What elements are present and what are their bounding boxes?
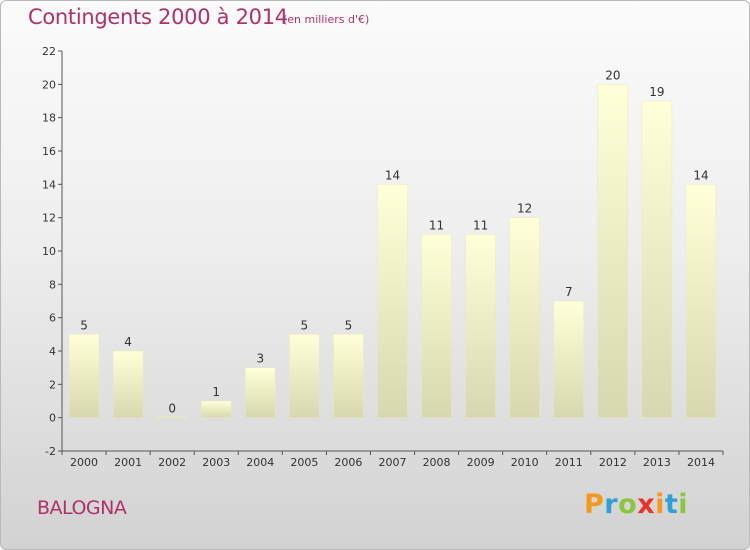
chart-title: Contingents 2000 à 2014 bbox=[28, 5, 288, 29]
value-label-2009: 11 bbox=[473, 218, 488, 232]
value-label-2012: 20 bbox=[605, 68, 620, 82]
x-tick-label: 2013 bbox=[643, 456, 671, 469]
x-tick-label: 2005 bbox=[290, 456, 318, 469]
x-tick-label: 2003 bbox=[202, 456, 230, 469]
bar-2004 bbox=[245, 367, 276, 418]
logo-letter: P bbox=[584, 489, 605, 520]
bar-2000 bbox=[68, 334, 100, 418]
bar-2011 bbox=[553, 300, 585, 418]
x-tick-label: 2007 bbox=[379, 456, 407, 469]
y-tick-label: -2 bbox=[45, 445, 56, 458]
value-label-2007: 14 bbox=[385, 168, 400, 182]
y-tick-label: 22 bbox=[42, 45, 56, 58]
bar-2010 bbox=[509, 217, 540, 418]
proxiti-logo: Proxiti bbox=[584, 489, 688, 520]
y-tick-label: 20 bbox=[42, 78, 56, 91]
chart-bars bbox=[68, 84, 717, 418]
bar-2012 bbox=[597, 84, 629, 418]
bar-2014 bbox=[685, 184, 717, 418]
y-tick-label: 16 bbox=[42, 145, 56, 158]
y-tick-label: 4 bbox=[49, 345, 56, 358]
y-tick-label: 14 bbox=[42, 178, 56, 191]
value-label-2014: 14 bbox=[693, 168, 708, 182]
bar-2006 bbox=[333, 334, 364, 418]
logo-letter: i bbox=[678, 489, 689, 520]
x-tick-label: 2001 bbox=[114, 456, 142, 469]
commune-name: BALOGNA bbox=[37, 497, 127, 519]
x-tick-label: 2002 bbox=[158, 456, 186, 469]
logo-letter: t bbox=[664, 489, 679, 520]
y-tick-label: 8 bbox=[49, 278, 56, 291]
x-tick-label: 2009 bbox=[467, 456, 495, 469]
logo-letter: x bbox=[637, 489, 656, 520]
y-tick-label: 2 bbox=[49, 378, 56, 391]
x-tick-label: 2000 bbox=[70, 456, 98, 469]
logo-letter: o bbox=[618, 489, 638, 520]
value-label-2003: 1 bbox=[212, 385, 220, 399]
x-tick-label: 2008 bbox=[423, 456, 451, 469]
x-tick-label: 2012 bbox=[599, 456, 627, 469]
value-label-2011: 7 bbox=[565, 285, 573, 299]
value-label-2013: 19 bbox=[649, 85, 664, 99]
x-tick-label: 2011 bbox=[555, 456, 583, 469]
bar-2007 bbox=[377, 184, 408, 418]
chart-value-labels: 5 4 0 1 3 5 5 14 11 11 12 7 20 19 14 bbox=[80, 68, 708, 415]
bar-2009 bbox=[465, 234, 496, 418]
bar-2008 bbox=[421, 234, 452, 418]
bar-2002 bbox=[156, 416, 188, 418]
y-tick-label: 10 bbox=[42, 245, 56, 258]
value-label-2004: 3 bbox=[256, 352, 264, 366]
logo-letter: i bbox=[655, 489, 665, 520]
y-tick-label: 12 bbox=[42, 212, 56, 225]
value-label-2001: 4 bbox=[124, 335, 132, 349]
y-tick-label: 6 bbox=[49, 312, 56, 325]
value-label-2002: 0 bbox=[168, 402, 176, 416]
x-tick-label: 2010 bbox=[511, 456, 539, 469]
bar-2003 bbox=[200, 400, 232, 418]
logo-letter: r bbox=[604, 489, 619, 520]
value-label-2000: 5 bbox=[80, 318, 88, 332]
x-tick-label: 2006 bbox=[334, 456, 362, 469]
bar-2013 bbox=[641, 100, 673, 418]
x-tick-label: 2004 bbox=[246, 456, 274, 469]
y-tick-label: 18 bbox=[42, 112, 56, 125]
value-label-2008: 11 bbox=[429, 218, 444, 232]
x-tick-label: 2014 bbox=[687, 456, 715, 469]
value-label-2006: 5 bbox=[345, 318, 353, 332]
y-tick-label: 0 bbox=[49, 412, 56, 425]
bar-2001 bbox=[112, 350, 144, 418]
value-label-2010: 12 bbox=[517, 202, 532, 216]
value-label-2005: 5 bbox=[301, 318, 309, 332]
bar-2005 bbox=[289, 334, 320, 418]
chart-subtitle: (en milliers d'€) bbox=[283, 13, 370, 26]
